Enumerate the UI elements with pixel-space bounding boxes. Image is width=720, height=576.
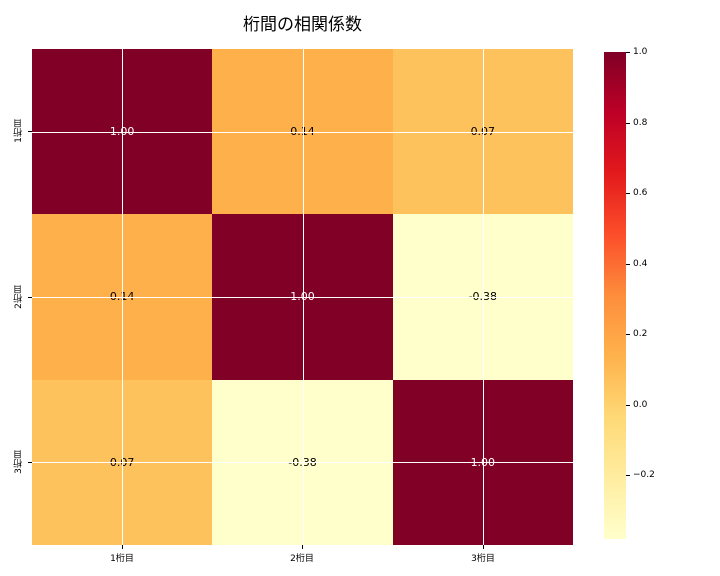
colorbar-tick-label: 0.0 [633, 399, 648, 410]
colorbar-tick [626, 52, 630, 53]
colorbar [604, 52, 626, 539]
cell-value: 1.00 [470, 455, 496, 469]
cell-value: -0.38 [468, 290, 498, 304]
y-axis-label: 1桁目 [14, 119, 24, 143]
y-axis-label: 3桁目 [14, 450, 24, 474]
colorbar-tick-label: 0.4 [633, 258, 648, 269]
x-axis-tick [122, 545, 123, 549]
colorbar-tick-label: 0.6 [633, 188, 648, 199]
colorbar-tick [626, 475, 630, 477]
colorbar-tick [626, 263, 630, 265]
heatmap-cell: 1.00 [32, 49, 213, 215]
heatmap-cell: 1.00 [212, 214, 393, 380]
heatmap-cell: 0.07 [392, 49, 573, 215]
cell-value: 0.14 [109, 290, 135, 304]
heatmap-cell: -0.38 [392, 214, 573, 380]
colorbar-tick [626, 334, 630, 336]
colorbar-tick [626, 122, 630, 124]
y-axis-tick [28, 297, 32, 298]
y-axis-tick [28, 462, 32, 463]
x-axis-tick [483, 545, 484, 549]
colorbar-tick-label: 1.0 [633, 47, 648, 57]
colorbar-tick-label: −0.2 [633, 470, 655, 481]
heatmap-cell: 1.00 [392, 379, 573, 545]
colorbar-tick [626, 404, 630, 406]
x-axis-label: 3桁目 [471, 554, 495, 564]
cell-value: 1.00 [290, 290, 315, 304]
heatmap-cell: 0.07 [32, 379, 213, 545]
heatmap-cell: 0.14 [32, 214, 213, 380]
colorbar-tick-label: 0.8 [633, 117, 648, 128]
y-axis-label: 2桁目 [14, 285, 24, 309]
y-axis-tick [28, 131, 32, 132]
cell-value: 0.07 [470, 125, 496, 139]
heatmap-cell: 0.14 [212, 49, 393, 215]
x-axis-label: 1桁目 [110, 554, 134, 564]
cell-value: 0.14 [290, 125, 315, 139]
cell-value: 0.07 [109, 455, 135, 469]
x-axis-tick [302, 545, 303, 549]
chart-title: 桁間の相関係数 [243, 15, 362, 35]
x-axis-label: 2桁目 [290, 554, 314, 564]
heatmap-cell: -0.38 [212, 379, 393, 545]
colorbar-tick-label: 0.2 [633, 329, 648, 340]
cell-value: 1.00 [109, 125, 135, 139]
heatmap-grid: 1.00 0.14 0.07 0.14 1.00 -0.38 0.07 -0.3… [32, 49, 573, 545]
colorbar-tick [626, 193, 630, 195]
cell-value: -0.38 [288, 455, 317, 469]
